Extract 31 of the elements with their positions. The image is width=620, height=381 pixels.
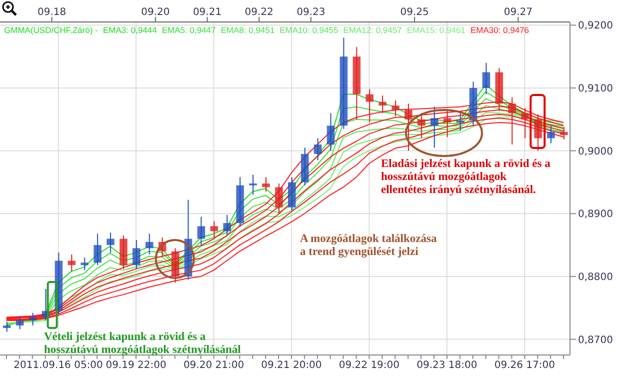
- y-tick-label: 0,9000: [578, 146, 613, 158]
- x-tick-label: 09.21 20:00: [261, 360, 322, 372]
- text: EMA5: 0,9447: [162, 25, 216, 35]
- x2-tick-label: 09.20: [141, 7, 170, 18]
- y-tick-label: 0,8800: [578, 272, 613, 284]
- text: EMA10: 0,9455: [280, 25, 338, 35]
- annotation: Eladási jelzést kapunk a rövid és a hosszútávú mozgóátlagok ellentétes irányú szétnyílásánál.: [381, 158, 550, 197]
- y-tick-label: 0,9100: [578, 84, 613, 95]
- y-tick-label: 0,8900: [578, 209, 613, 220]
- x-tick-label: 09.23 18:00: [416, 360, 478, 372]
- text: EMA12: 0,9457: [343, 25, 402, 35]
- x-tick-label: 2011.09.16 05:00: [14, 360, 103, 372]
- annotation: Vételi jelzést kapunk a rövid és a hosszútávú mozgóátlagok szétnyílásánál: [44, 331, 241, 357]
- text: EMA3: 0,9444: [102, 25, 157, 35]
- y-tick-label: 0,9200: [578, 20, 613, 32]
- text: EMA30: 0,9476: [470, 25, 530, 35]
- x-tick-label: 09.22 19:00: [338, 360, 400, 372]
- x2-tick-label: 09.25: [400, 7, 429, 18]
- x2-tick-label: 09.22: [244, 7, 274, 18]
- x2-tick-label: 09.18: [38, 7, 66, 18]
- x-tick-label: 09.20 21:00: [183, 360, 244, 372]
- x-tick-label: 09.26 17:00: [494, 360, 555, 372]
- text: EMA8: 0,9451: [220, 25, 275, 35]
- x2-tick-label: 09.23: [296, 7, 326, 18]
- x2-tick-label: 09.21: [192, 7, 222, 18]
- x2-tick-label: 09.27: [504, 7, 532, 18]
- text: EMA15: 0,9461: [406, 25, 466, 35]
- x-tick-label: 09.19 22:00: [106, 360, 166, 372]
- y-tick-label: 0,8700: [578, 334, 613, 346]
- chart-title: GMMA(USD/CHF.Záró) -: [4, 25, 98, 35]
- annotation: A mozgóátlagok találkozása a trend gyengülését jelzi: [300, 233, 437, 259]
